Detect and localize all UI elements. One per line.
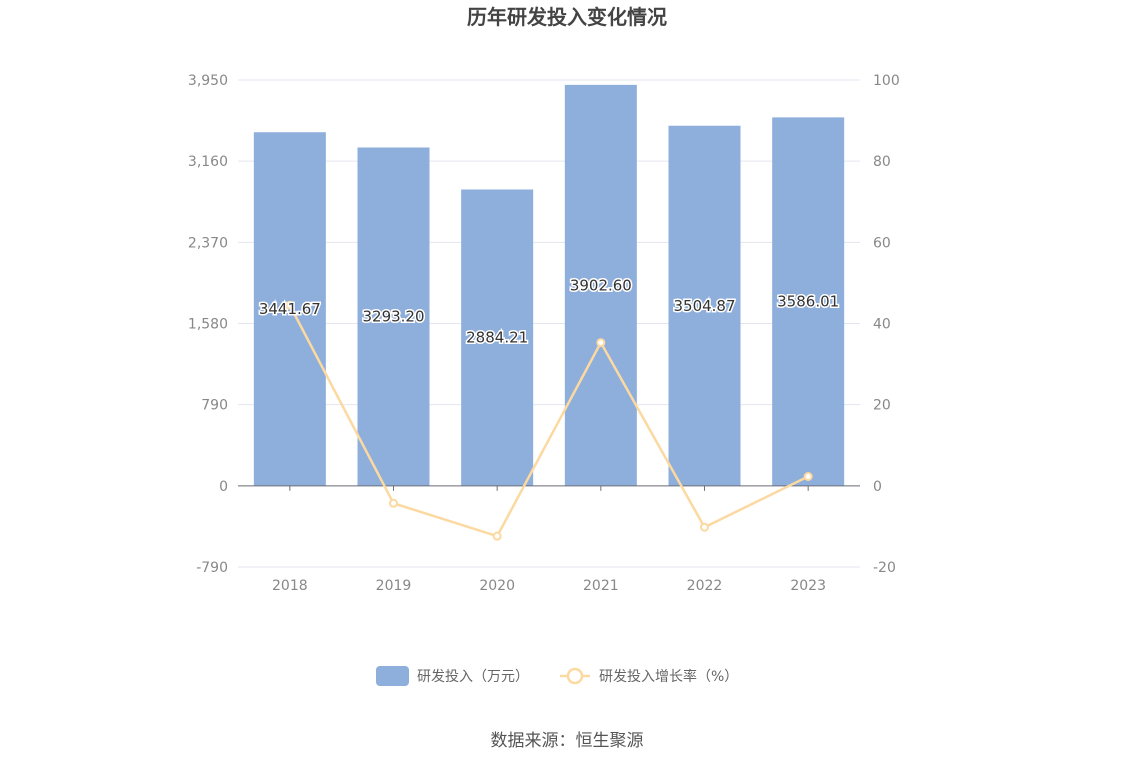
y-left-tick-label: 0 bbox=[219, 479, 228, 495]
bar-value-label-2023: 3586.01 bbox=[777, 293, 839, 311]
axis-layer: 3,950 100 3,160 80 2,370 60 1,580 40 790 20 0 0 -790… bbox=[188, 73, 900, 594]
y-right-tick-label: 100 bbox=[873, 73, 900, 89]
x-tick-label-2018: 2018 bbox=[272, 578, 308, 594]
growth-point-2019 bbox=[389, 498, 398, 508]
line-layer bbox=[285, 300, 813, 541]
y-right-tick-label: 80 bbox=[873, 154, 891, 170]
y-right-tick-label: 60 bbox=[873, 235, 891, 251]
y-right-tick-label: 20 bbox=[873, 398, 891, 414]
x-tick-label-2021: 2021 bbox=[583, 578, 619, 594]
bar-value-label-2019: 3293.20 bbox=[362, 308, 424, 326]
bar-2022 bbox=[668, 125, 741, 486]
chart-title: 历年研发投入变化情况 bbox=[467, 5, 667, 29]
bar-value-label-2022: 3504.87 bbox=[673, 297, 735, 315]
bar-value-label-2020: 2884.21 bbox=[466, 329, 528, 347]
y-left-tick-label: 3,160 bbox=[188, 154, 228, 170]
legend[interactable]: 研发投入（万元） 研发投入增长率（%） bbox=[376, 666, 738, 686]
y-left-tick-label: -790 bbox=[196, 560, 228, 576]
x-tick-label-2019: 2019 bbox=[376, 578, 412, 594]
legend-label-bar: 研发投入（万元） bbox=[417, 669, 529, 685]
bar-value-label-2018: 3441.67 bbox=[259, 300, 321, 318]
legend-swatch-line-marker bbox=[566, 667, 584, 685]
data-source-note: 数据来源：恒生聚源 bbox=[490, 731, 644, 751]
growth-point-2020 bbox=[492, 531, 502, 541]
legend-label-line: 研发投入增长率（%） bbox=[599, 668, 738, 685]
grid-layer bbox=[238, 79, 860, 568]
bar-2021 bbox=[564, 84, 637, 486]
growth-point-2022 bbox=[700, 522, 709, 532]
label-layer: 3441.67 3293.20 2884.21 3902.60 3504.87 3586.… bbox=[257, 275, 840, 348]
growth-point-2018 bbox=[285, 300, 295, 310]
y-left-tick-label: 2,370 bbox=[188, 235, 228, 251]
bar-layer bbox=[253, 84, 845, 486]
bar-2020 bbox=[461, 189, 534, 486]
y-left-tick-label: 790 bbox=[201, 398, 228, 414]
bar-value-label-2021: 3902.60 bbox=[570, 276, 632, 294]
x-tick-label-2020: 2020 bbox=[479, 578, 515, 594]
growth-point-2021 bbox=[596, 338, 606, 348]
x-tick-label-2023: 2023 bbox=[790, 578, 826, 594]
growth-rate-line bbox=[288, 304, 809, 538]
y-right-tick-label: -20 bbox=[873, 560, 896, 576]
bar-2023 bbox=[772, 117, 845, 486]
y-left-tick-label: 3,950 bbox=[188, 73, 228, 89]
legend-swatch-bar bbox=[376, 666, 409, 686]
bar-2019 bbox=[357, 147, 430, 486]
x-tick-label-2022: 2022 bbox=[687, 578, 723, 594]
y-right-tick-label: 0 bbox=[873, 479, 882, 495]
growth-point-2023 bbox=[803, 471, 813, 481]
y-left-tick-label: 1,580 bbox=[188, 317, 228, 333]
y-right-tick-label: 40 bbox=[873, 317, 891, 333]
